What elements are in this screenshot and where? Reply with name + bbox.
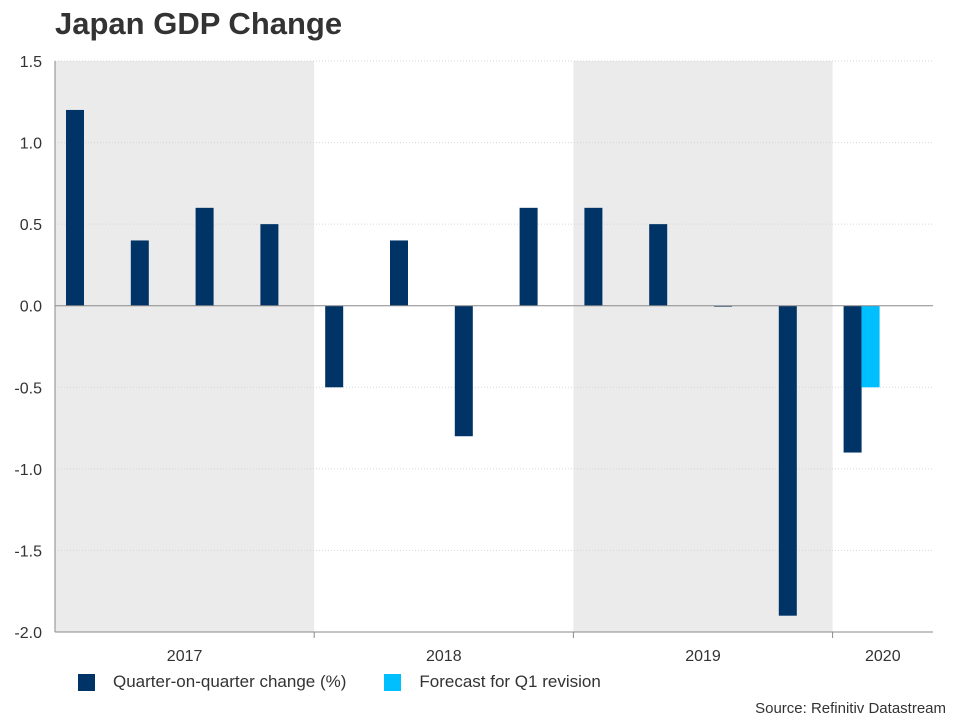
y-tick-label: -1.5 [14, 543, 42, 560]
x-tick-label-2020: 2020 [865, 648, 901, 665]
y-tick-label: 0.0 [20, 299, 42, 316]
x-tick-label-2019: 2019 [685, 648, 721, 665]
y-tick-label: -0.5 [14, 380, 42, 397]
year-band-2017 [55, 61, 315, 632]
x-tick-label-2017: 2017 [167, 648, 203, 665]
legend-label-forecast: Forecast for Q1 revision [419, 672, 601, 691]
y-tick-label: 0.5 [20, 217, 42, 234]
legend-swatch-forecast [384, 673, 402, 691]
legend-swatch-qoq [78, 673, 95, 691]
legend-item-qoq: Quarter-on-quarter change (%) [78, 672, 346, 692]
bar-qoq-7 [454, 305, 473, 437]
y-tick-label: 1.0 [20, 136, 42, 153]
y-tick-label: -2.0 [14, 625, 42, 642]
bar-qoq-4 [260, 224, 279, 306]
chart-title: Japan GDP Change [55, 6, 343, 41]
bar-qoq-12 [778, 305, 797, 616]
bar-qoq-13 [843, 305, 862, 453]
legend-label-qoq: Quarter-on-quarter change (%) [113, 672, 347, 691]
x-tick-label-2018: 2018 [426, 648, 462, 665]
bar-qoq-8 [519, 207, 538, 306]
bar-qoq-1 [66, 109, 84, 306]
bar-qoq-9 [584, 207, 603, 306]
y-tick-label: 1.5 [20, 54, 42, 71]
bar-qoq-3 [195, 207, 214, 306]
legend-item-forecast: Forecast for Q1 revision [384, 672, 601, 692]
bar-forecast-13 [861, 305, 880, 388]
bar-qoq-2 [130, 240, 149, 306]
bar-qoq-5 [325, 305, 344, 388]
y-tick-label: -1.0 [14, 462, 42, 479]
chart-legend: Quarter-on-quarter change (%) Forecast f… [78, 672, 639, 692]
source-note: Source: Refinitiv Datastream [755, 700, 946, 717]
bar-qoq-10 [649, 224, 668, 306]
bar-qoq-6 [390, 240, 408, 306]
